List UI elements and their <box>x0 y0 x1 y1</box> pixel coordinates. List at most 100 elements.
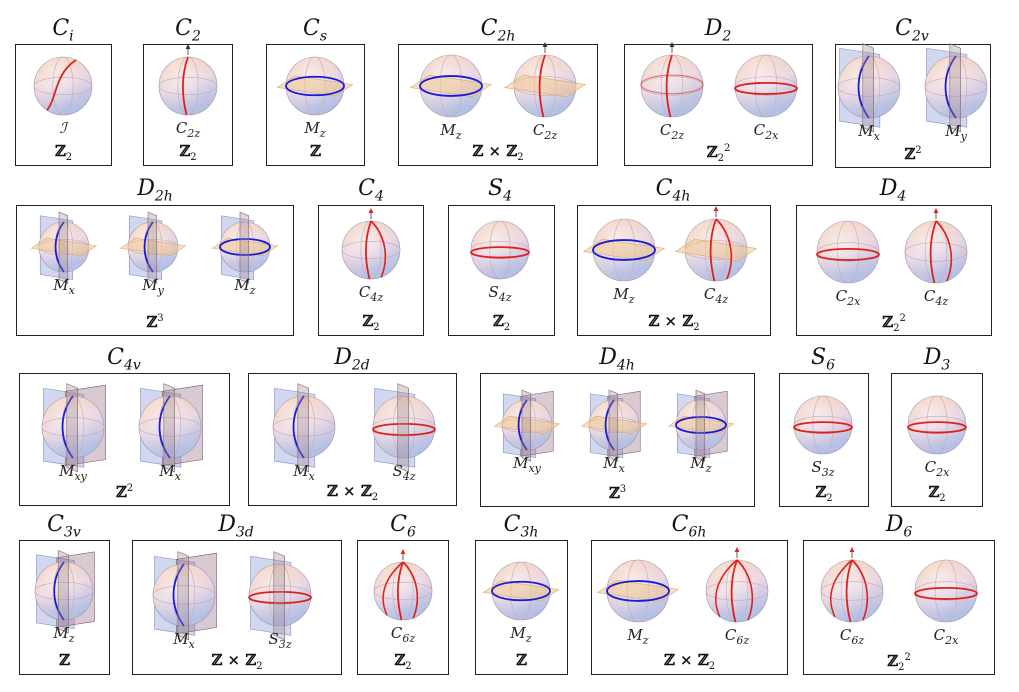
sphere-d2h-2 <box>119 211 187 284</box>
symmetry-label-d2-1: C2z <box>659 121 685 142</box>
sphere-ci-1 <box>33 56 93 116</box>
panel-title-d3: D3 <box>923 345 951 374</box>
panel-title-d2h: D2h <box>137 176 173 205</box>
symmetry-label-d2d-1: Mx <box>293 462 315 483</box>
sphere-c6-1 <box>373 549 433 621</box>
symmetry-label-d3-1: C2x <box>924 458 950 479</box>
group-label-d2: ℤ22 <box>706 143 731 164</box>
group-label-cs: ℤ <box>310 142 321 160</box>
panel-title-d4: D4 <box>879 176 907 205</box>
group-label-d3d: ℤ × ℤ2 <box>211 651 263 672</box>
symmetry-label-d4h-2: Mx <box>603 454 625 475</box>
sphere-d6-1 <box>820 547 884 623</box>
group-label-c6h: ℤ × ℤ2 <box>663 651 716 672</box>
group-label-c2v: ℤ2 <box>904 145 922 163</box>
sphere-c4v-1 <box>41 383 106 473</box>
symmetry-label-c4-1: C4z <box>358 283 384 304</box>
panel-title-c4: C4 <box>358 176 384 205</box>
group-label-s6: ℤ2 <box>815 483 833 504</box>
sphere-d4h-2 <box>580 389 648 462</box>
sphere-s4-1 <box>470 220 530 280</box>
group-label-c6: ℤ2 <box>394 651 412 672</box>
sphere-c4h-2 <box>674 206 758 282</box>
panel-title-d2d: D2d <box>334 345 370 374</box>
sphere-d2h-1 <box>30 211 98 284</box>
panel-title-d3d: D3d <box>218 512 254 541</box>
symmetry-label-c3v-1: Mz <box>53 624 75 645</box>
panel-title-cs: Cs <box>302 16 328 45</box>
panel-title-c6h: C6h <box>671 512 707 541</box>
symmetry-label-d4-1: C2x <box>835 287 861 308</box>
symmetry-label-ci-1: ℐ <box>59 119 67 137</box>
panel-title-c6: C6 <box>390 512 416 541</box>
panel-title-c4v: C4v <box>107 345 141 374</box>
sphere-d4-2 <box>904 208 968 284</box>
symmetry-label-d2h-3: Mz <box>234 276 256 297</box>
sphere-d2d-1 <box>272 383 336 473</box>
symmetry-label-c3h-1: Mz <box>510 624 532 645</box>
panel-title-c2h: C2h <box>480 16 516 45</box>
symmetry-label-cs-1: Mz <box>304 119 326 140</box>
symmetry-label-c4h-1: Mz <box>613 285 635 306</box>
symmetry-label-c2v-1: Mx <box>858 122 880 143</box>
panel-title-s6: S6 <box>811 345 835 374</box>
group-label-c2: ℤ2 <box>179 142 197 163</box>
sphere-c3v-1 <box>34 549 95 634</box>
sphere-c2v-2 <box>924 43 988 133</box>
symmetry-label-d2-2: C2x <box>753 121 779 142</box>
group-label-c3h: ℤ <box>516 651 527 669</box>
sphere-c6h-1 <box>596 559 680 623</box>
panel-title-s4: S4 <box>488 176 512 205</box>
sphere-c4h-1 <box>582 218 666 282</box>
group-label-d2h: ℤ3 <box>146 313 164 331</box>
sphere-d3d-2 <box>248 551 312 641</box>
symmetry-label-d4h-1: Mxy <box>513 454 541 475</box>
symmetry-label-s6-1: S3z <box>811 458 835 479</box>
panel-title-c2: C2 <box>175 16 201 45</box>
group-label-c4h: ℤ × ℤ2 <box>648 312 700 333</box>
sphere-d2d-2 <box>372 383 436 473</box>
group-label-s4: ℤ2 <box>492 312 511 333</box>
panel-title-c3v: C3v <box>47 512 81 541</box>
symmetry-label-d2h-1: Mx <box>53 276 75 297</box>
sphere-d6-2 <box>914 559 978 623</box>
sphere-d3d-1 <box>152 551 217 641</box>
group-label-c2h: ℤ × ℤ2 <box>472 142 524 163</box>
symmetry-label-c2-1: C2z <box>175 119 201 140</box>
sphere-d4-1 <box>816 220 880 284</box>
symmetry-label-c6-1: C6z <box>390 624 416 645</box>
symmetry-label-d6-2: C2x <box>933 626 959 647</box>
group-label-c3v: ℤ <box>59 651 70 669</box>
sphere-c6h-2 <box>705 547 769 623</box>
group-label-c4: ℤ2 <box>362 312 380 333</box>
group-label-d6: ℤ22 <box>887 652 911 673</box>
panel-title-ci: Ci <box>52 16 74 45</box>
symmetry-label-d4-2: C4z <box>923 287 949 308</box>
panel-title-d4h: D4h <box>599 345 635 374</box>
symmetry-label-c2h-1: Mz <box>440 121 462 142</box>
sphere-s6-1 <box>793 395 853 455</box>
sphere-d3-1 <box>907 395 967 455</box>
sphere-c4v-2 <box>138 383 203 473</box>
symmetry-label-d2d-2: S4z <box>392 462 416 483</box>
panel-title-d2: D2 <box>704 16 732 45</box>
sphere-d2h-3 <box>211 211 279 284</box>
symmetry-label-d3d-2: S3z <box>268 630 292 651</box>
sphere-c2h-1 <box>409 54 493 118</box>
symmetry-label-d6-1: C6z <box>839 626 865 647</box>
group-label-d4h: ℤ3 <box>608 484 627 502</box>
symmetry-label-c2h-2: C2z <box>532 121 558 142</box>
sphere-c2v-1 <box>837 43 901 133</box>
symmetry-label-d2h-2: My <box>142 276 164 297</box>
symmetry-label-c6h-2: C6z <box>724 626 750 647</box>
panel-title-d6: D6 <box>885 512 913 541</box>
sphere-cs-1 <box>276 56 354 116</box>
symmetry-label-d3d-1: Mx <box>173 630 195 651</box>
symmetry-label-c2v-2: My <box>945 122 967 143</box>
sphere-c4-1 <box>341 208 401 280</box>
symmetry-label-c4v-2: Mx <box>159 462 181 483</box>
sphere-c3h-1 <box>482 561 560 621</box>
sphere-d2-2 <box>734 54 798 118</box>
group-label-d2d: ℤ × ℤ2 <box>326 482 379 503</box>
